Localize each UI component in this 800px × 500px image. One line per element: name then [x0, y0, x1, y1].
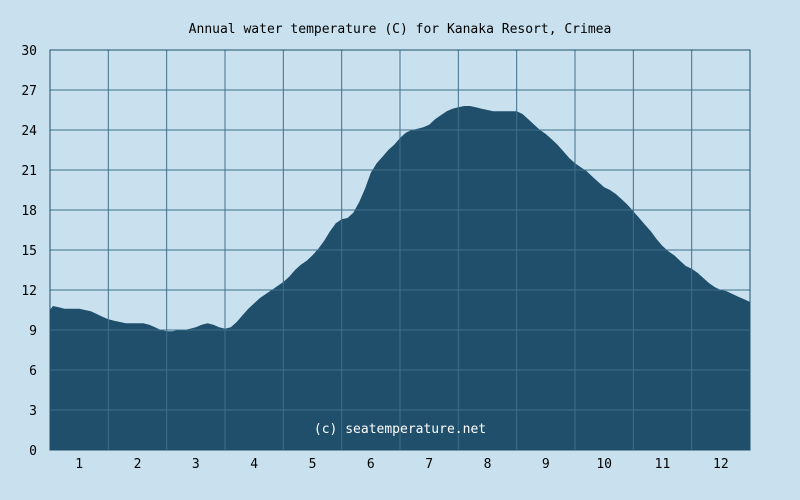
- x-tick-label: 10: [596, 457, 612, 472]
- x-tick-label: 1: [75, 457, 83, 472]
- y-tick-label: 0: [29, 444, 37, 459]
- y-tick-label: 27: [21, 84, 37, 99]
- x-tick-label: 11: [655, 457, 671, 472]
- y-tick-label: 6: [29, 364, 37, 379]
- x-tick-label: 12: [713, 457, 729, 472]
- x-tick-label: 6: [367, 457, 375, 472]
- y-tick-label: 12: [21, 284, 37, 299]
- x-tick-label: 2: [134, 457, 142, 472]
- y-tick-label: 24: [21, 124, 37, 139]
- watermark-text: (c) seatemperature.net: [314, 422, 486, 437]
- x-tick-label: 7: [425, 457, 433, 472]
- x-tick-label: 4: [250, 457, 258, 472]
- y-tick-label: 9: [29, 324, 37, 339]
- y-tick-label: 21: [21, 164, 37, 179]
- y-tick-label: 18: [21, 204, 37, 219]
- y-tick-label: 3: [29, 404, 37, 419]
- y-tick-label: 30: [21, 44, 37, 59]
- x-tick-label: 5: [309, 457, 317, 472]
- x-tick-label: 3: [192, 457, 200, 472]
- chart-title: Annual water temperature (C) for Kanaka …: [189, 22, 612, 37]
- x-tick-label: 9: [542, 457, 550, 472]
- x-tick-label: 8: [484, 457, 492, 472]
- y-tick-label: 15: [21, 244, 37, 259]
- plot-frame: [49, 49, 751, 451]
